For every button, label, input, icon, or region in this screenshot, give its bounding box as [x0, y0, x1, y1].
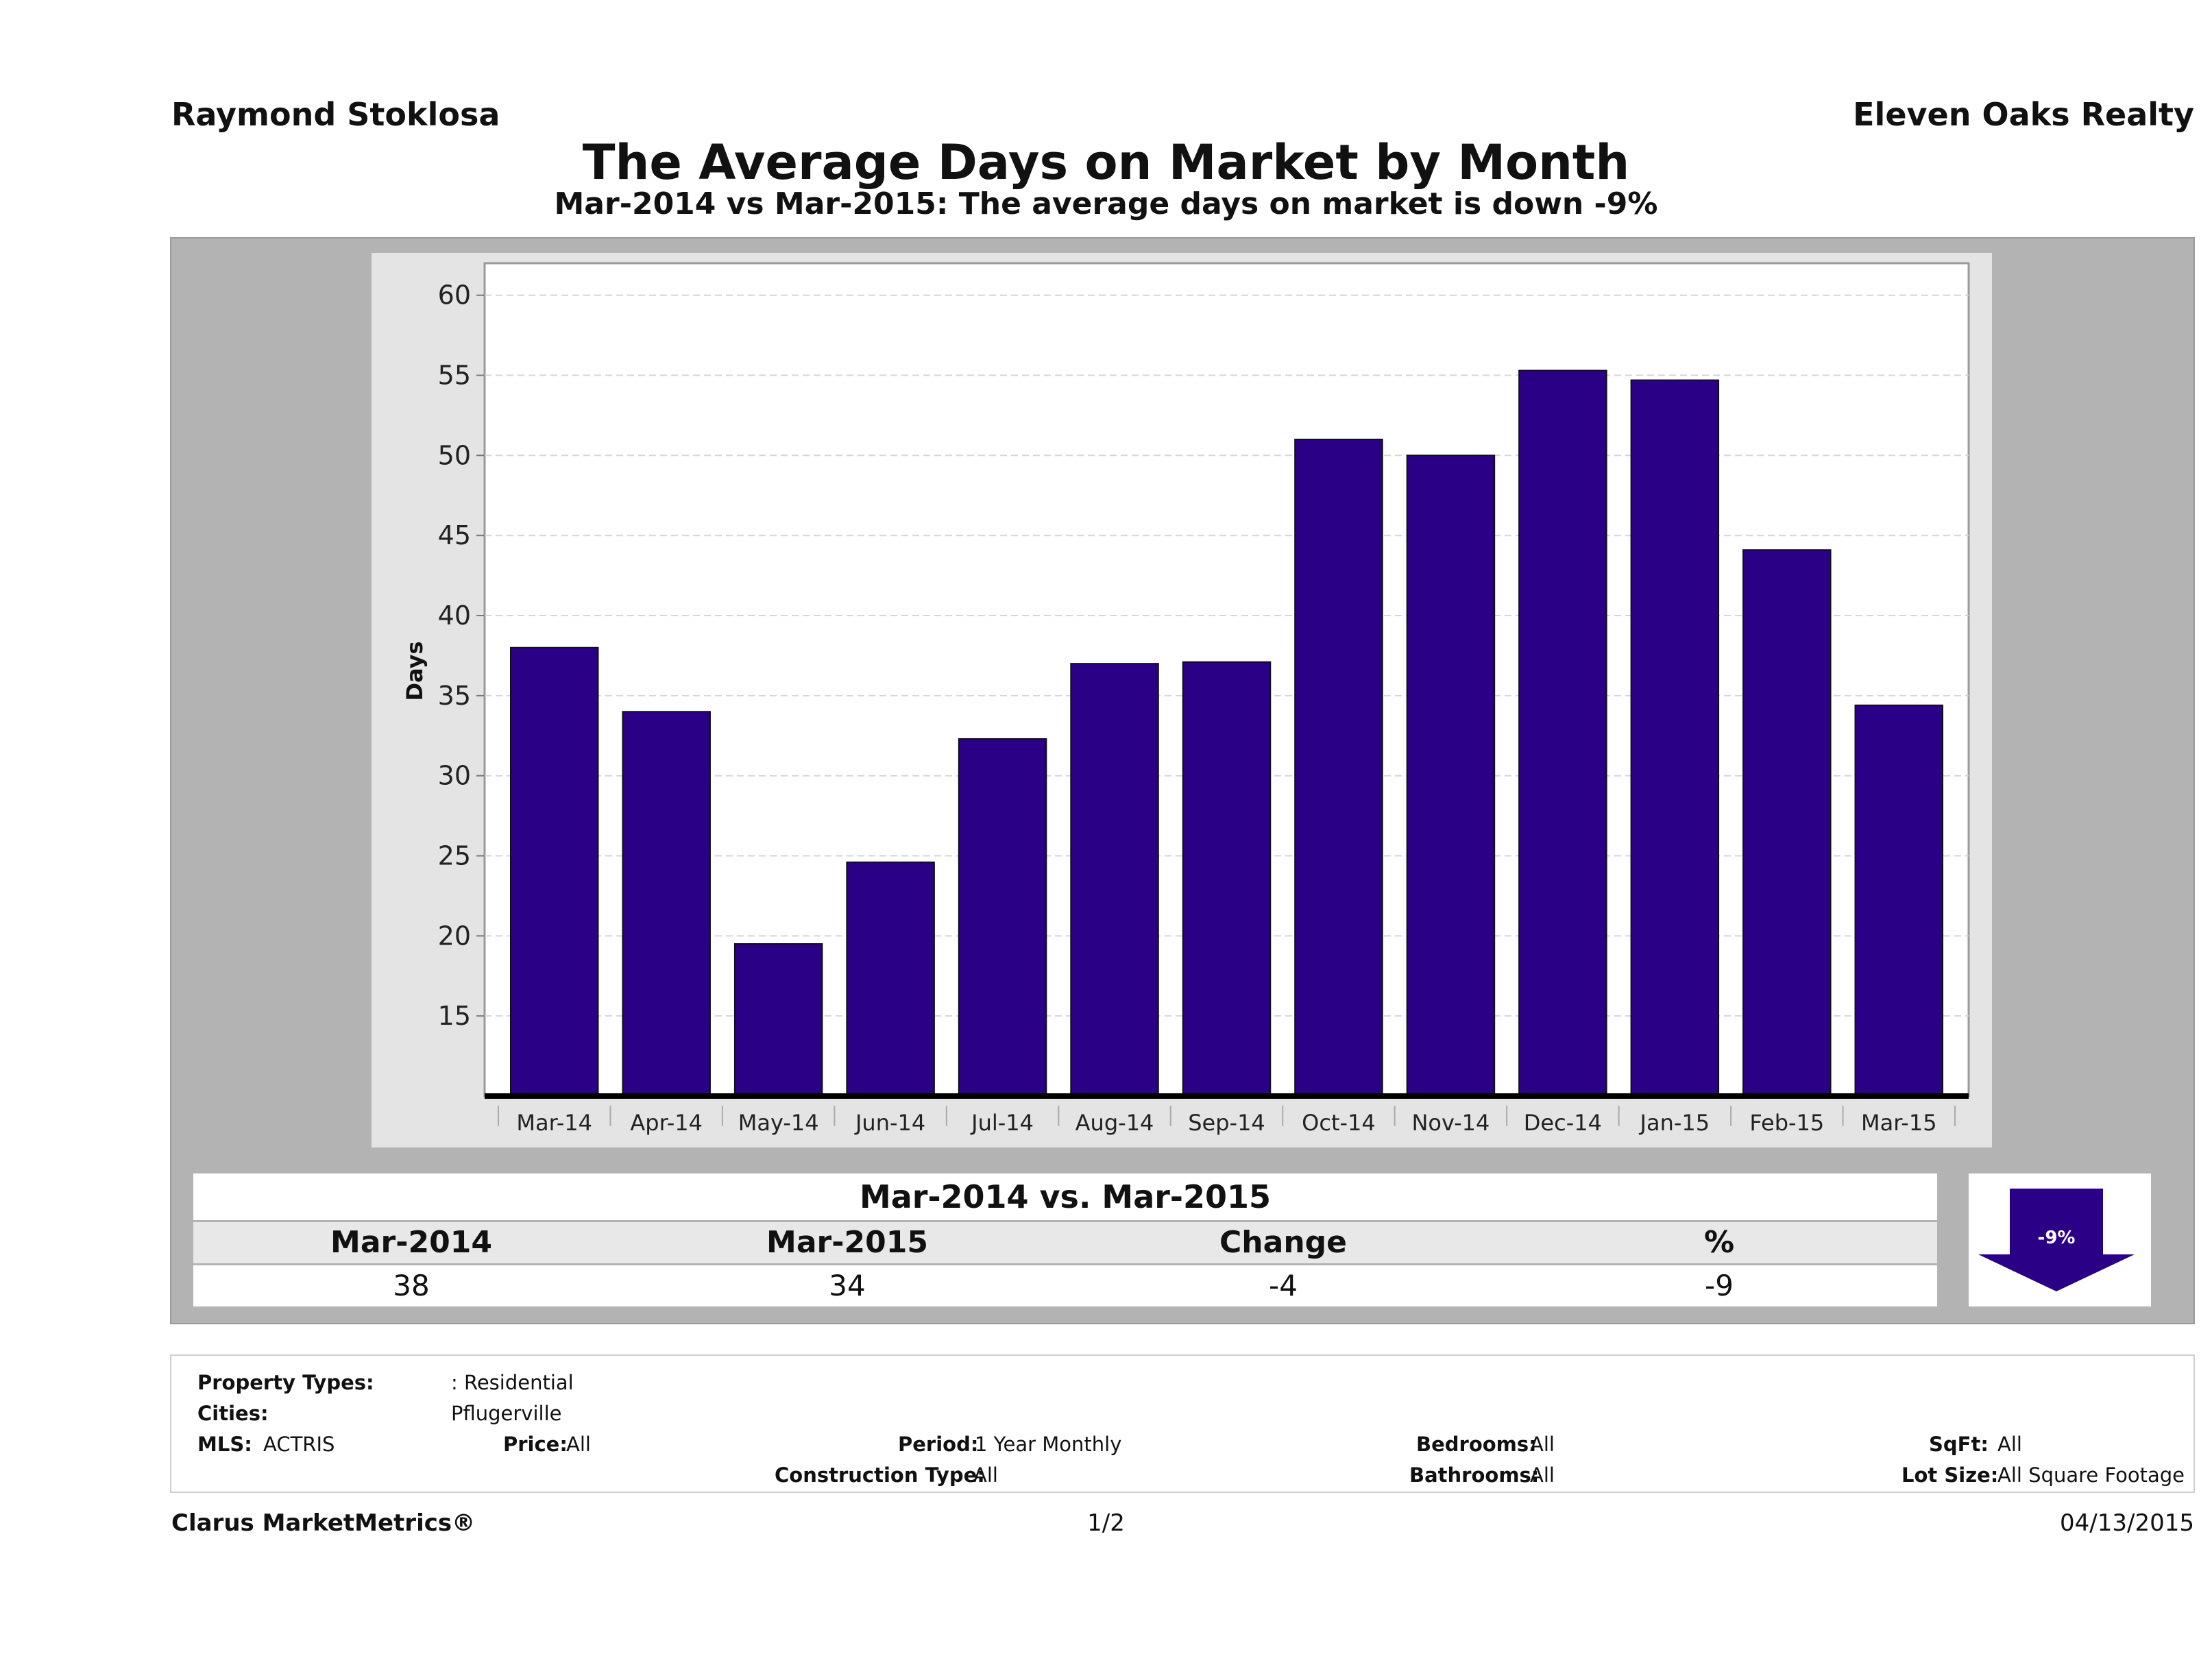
y-tick-label: 30	[438, 761, 471, 791]
summary-value-row: 38 34 -4 -9	[193, 1265, 1937, 1306]
chart-area: 15 20 25 30 35 40 45 50 55 60 Mar-14 Apr-14 May-14 Ju…	[372, 253, 1992, 1147]
bar	[733, 943, 823, 1097]
x-tick-label: Dec-14	[1524, 1110, 1602, 1136]
price-label: Price:	[503, 1433, 568, 1456]
bar	[1070, 663, 1159, 1097]
bar	[1294, 439, 1383, 1097]
x-tick-label: May-14	[738, 1110, 819, 1136]
agent-name: Raymond Stoklosa	[171, 96, 500, 133]
company-name: Eleven Oaks Realty	[1853, 96, 2194, 133]
y-tick-label: 40	[438, 600, 471, 631]
bar	[622, 711, 711, 1097]
y-tick-label: 50	[438, 440, 471, 470]
bar	[1406, 454, 1496, 1097]
period-value: 1 Year Monthly	[975, 1433, 1122, 1456]
summary-value-cell: 38	[393, 1269, 430, 1302]
bathrooms-value: All	[1530, 1463, 1555, 1487]
x-tick-label: Jun-14	[854, 1110, 925, 1136]
mls-label: MLS:	[197, 1433, 252, 1456]
bar	[1630, 379, 1720, 1097]
bedrooms-value: All	[1530, 1433, 1555, 1456]
period-label: Period:	[898, 1433, 979, 1456]
price-value: All	[566, 1433, 591, 1456]
report-date: 04/13/2015	[2060, 1509, 2194, 1537]
y-axis-label: Days	[402, 641, 428, 701]
summary-header-cell: %	[1703, 1225, 1735, 1260]
property-types-value: : Residential	[451, 1371, 574, 1394]
bar	[509, 646, 599, 1097]
page-title: The Average Days on Market by Month	[582, 134, 1630, 191]
summary-title: Mar-2014 vs. Mar-2015	[859, 1178, 1272, 1215]
summary-value-cell: 34	[829, 1269, 866, 1302]
summary-value-cell: -9	[1705, 1269, 1734, 1302]
mls-value: ACTRIS	[263, 1433, 335, 1456]
bar-chart: 15 20 25 30 35 40 45 50 55 60 Mar-14 Apr-14 May-14 Ju…	[438, 262, 1970, 1136]
sqft-label: SqFt:	[1929, 1433, 1989, 1456]
x-tick-label: Jul-14	[970, 1110, 1034, 1136]
lot-size-value: All Square Footage	[1997, 1463, 2185, 1487]
bathrooms-label: Bathrooms:	[1409, 1463, 1540, 1487]
bar	[846, 861, 935, 1097]
badge-text: -9%	[2038, 1228, 2076, 1248]
x-tick-label: Oct-14	[1302, 1110, 1376, 1136]
bar	[1518, 369, 1607, 1097]
x-tick-label: Aug-14	[1075, 1110, 1154, 1136]
construction-type-value: All	[973, 1463, 998, 1487]
property-types-label: Property Types:	[197, 1371, 374, 1394]
summary-header-cell: Mar-2015	[766, 1225, 928, 1260]
filter-info-box: Property Types: : Residential Cities: Pf…	[170, 1354, 2195, 1493]
down-arrow-icon: -9%	[1978, 1189, 2135, 1291]
cities-value: Pflugerville	[451, 1402, 562, 1425]
page-subtitle: Mar-2014 vs Mar-2015: The average days o…	[554, 186, 1658, 221]
y-tick-label: 35	[438, 681, 471, 711]
y-tick-label: 25	[438, 841, 471, 871]
y-tick-label: 60	[438, 280, 471, 311]
x-tick-label: Apr-14	[630, 1110, 703, 1136]
construction-type-label: Construction Type:	[775, 1463, 985, 1487]
footer-brand: Clarus MarketMetrics®	[171, 1509, 476, 1537]
summary-title-row: Mar-2014 vs. Mar-2015	[193, 1174, 1937, 1220]
cities-label: Cities:	[197, 1402, 269, 1425]
summary-header-cell: Mar-2014	[330, 1225, 492, 1260]
summary-header-row: Mar-2014 Mar-2015 Change %	[193, 1222, 1937, 1263]
y-tick-label: 45	[438, 520, 471, 550]
bar	[1182, 661, 1272, 1097]
lot-size-label: Lot Size:	[1901, 1463, 1999, 1487]
change-badge: -9%	[1969, 1174, 2151, 1306]
y-tick-label: 20	[438, 921, 471, 951]
summary-header-cell: Change	[1219, 1225, 1347, 1260]
x-tick-label: Mar-14	[516, 1110, 592, 1136]
x-tick-label: Feb-15	[1749, 1110, 1824, 1136]
x-tick-label: Nov-14	[1411, 1110, 1490, 1136]
bedrooms-label: Bedrooms:	[1416, 1433, 1537, 1456]
bar	[958, 738, 1047, 1097]
bar	[1854, 704, 1944, 1097]
bar	[1742, 549, 1832, 1097]
x-tick-label: Mar-15	[1861, 1110, 1937, 1136]
y-tick-label: 55	[438, 361, 471, 391]
y-tick-label: 15	[438, 1001, 471, 1031]
page-number: 1/2	[1087, 1509, 1125, 1537]
x-tick-label: Sep-14	[1188, 1110, 1265, 1136]
summary-value-cell: -4	[1269, 1269, 1298, 1302]
sqft-value: All	[1997, 1433, 2022, 1456]
x-tick-label: Jan-15	[1639, 1110, 1710, 1136]
